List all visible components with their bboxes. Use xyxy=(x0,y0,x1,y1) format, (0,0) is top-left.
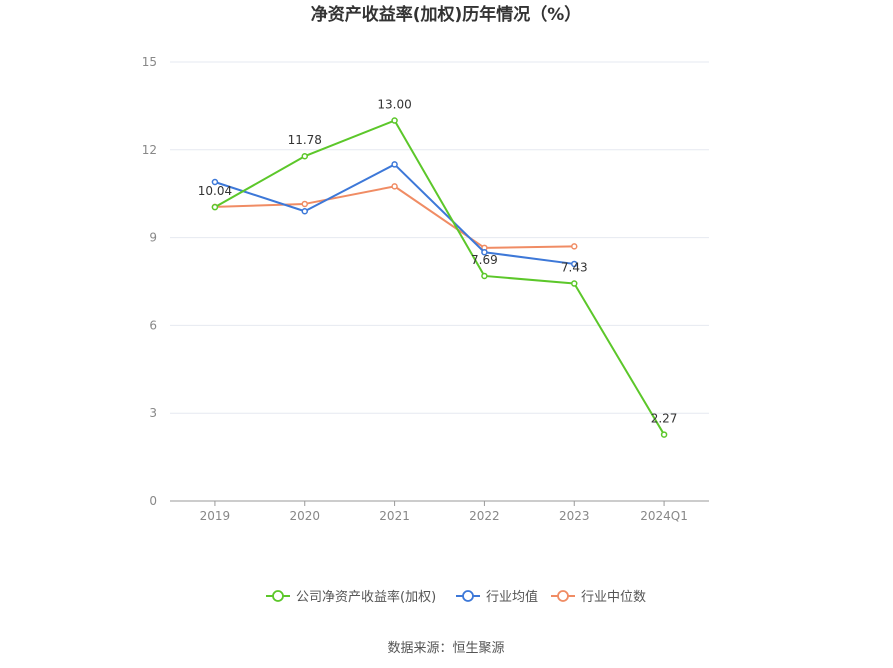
legend-item-1[interactable]: 行业均值 xyxy=(456,589,538,605)
x-tick-label: 2020 xyxy=(289,509,320,523)
data-label: 2.27 xyxy=(651,412,678,426)
data-label: 11.78 xyxy=(288,133,322,147)
y-tick-label: 0 xyxy=(149,494,157,508)
data-label: 7.43 xyxy=(561,261,588,275)
axes: 0 3 6 9 12 15 2019 2020 2021 2022 2023 2024Q1 xyxy=(142,55,709,523)
x-tick-label: 2022 xyxy=(469,509,500,523)
data-point xyxy=(481,248,488,256)
y-tick-label: 3 xyxy=(149,406,157,420)
data-label: 10.04 xyxy=(198,184,232,198)
data-point xyxy=(571,260,578,268)
legend-item-2[interactable]: 行业中位数 xyxy=(551,590,646,605)
data-point xyxy=(301,208,308,215)
data-point xyxy=(660,431,668,438)
x-tick-label: 2024Q1 xyxy=(640,509,688,523)
x-tick-label: 2023 xyxy=(559,509,590,523)
y-tick-label: 12 xyxy=(142,143,157,157)
data-point xyxy=(211,178,219,186)
x-tick-label: 2021 xyxy=(379,509,410,523)
data-point xyxy=(391,183,398,190)
data-point xyxy=(301,200,308,208)
data-point xyxy=(571,280,578,287)
series-line xyxy=(214,185,575,249)
data-label: 13.00 xyxy=(377,98,411,112)
series-line xyxy=(214,119,665,436)
legend-marker xyxy=(557,590,569,602)
y-tick-label: 6 xyxy=(149,318,157,332)
legend-label: 行业均值 xyxy=(486,589,538,605)
chart-title: 净资产收益率(加权)历年情况（%） xyxy=(311,4,582,25)
data-labels: 10.04 11.78 13.00 7.69 7.43 2.27 xyxy=(198,98,678,426)
data-point xyxy=(571,243,578,250)
data-point xyxy=(211,203,219,211)
series-2 xyxy=(211,183,578,252)
y-tick-label: 15 xyxy=(142,55,157,69)
series xyxy=(211,117,668,438)
legend-label: 公司净资产收益率(加权) xyxy=(296,589,436,605)
data-point xyxy=(301,152,308,160)
x-tick-label: 2019 xyxy=(200,509,231,523)
legend-marker xyxy=(272,590,284,602)
data-point xyxy=(481,272,488,280)
source-note: 数据来源：恒生聚源 xyxy=(387,641,504,656)
data-point xyxy=(391,161,398,168)
legend-marker xyxy=(462,590,474,602)
legend-item-0[interactable]: 公司净资产收益率(加权) xyxy=(266,589,436,605)
series-0 xyxy=(211,117,668,438)
grid xyxy=(170,61,709,414)
series-1 xyxy=(211,161,578,268)
y-tick-label: 9 xyxy=(149,231,157,245)
data-point xyxy=(391,117,398,124)
legend: 公司净资产收益率(加权) 行业均值 行业中位数 xyxy=(266,589,646,605)
series-line xyxy=(214,163,575,265)
legend-label: 行业中位数 xyxy=(581,590,646,605)
data-label: 7.69 xyxy=(471,253,498,267)
